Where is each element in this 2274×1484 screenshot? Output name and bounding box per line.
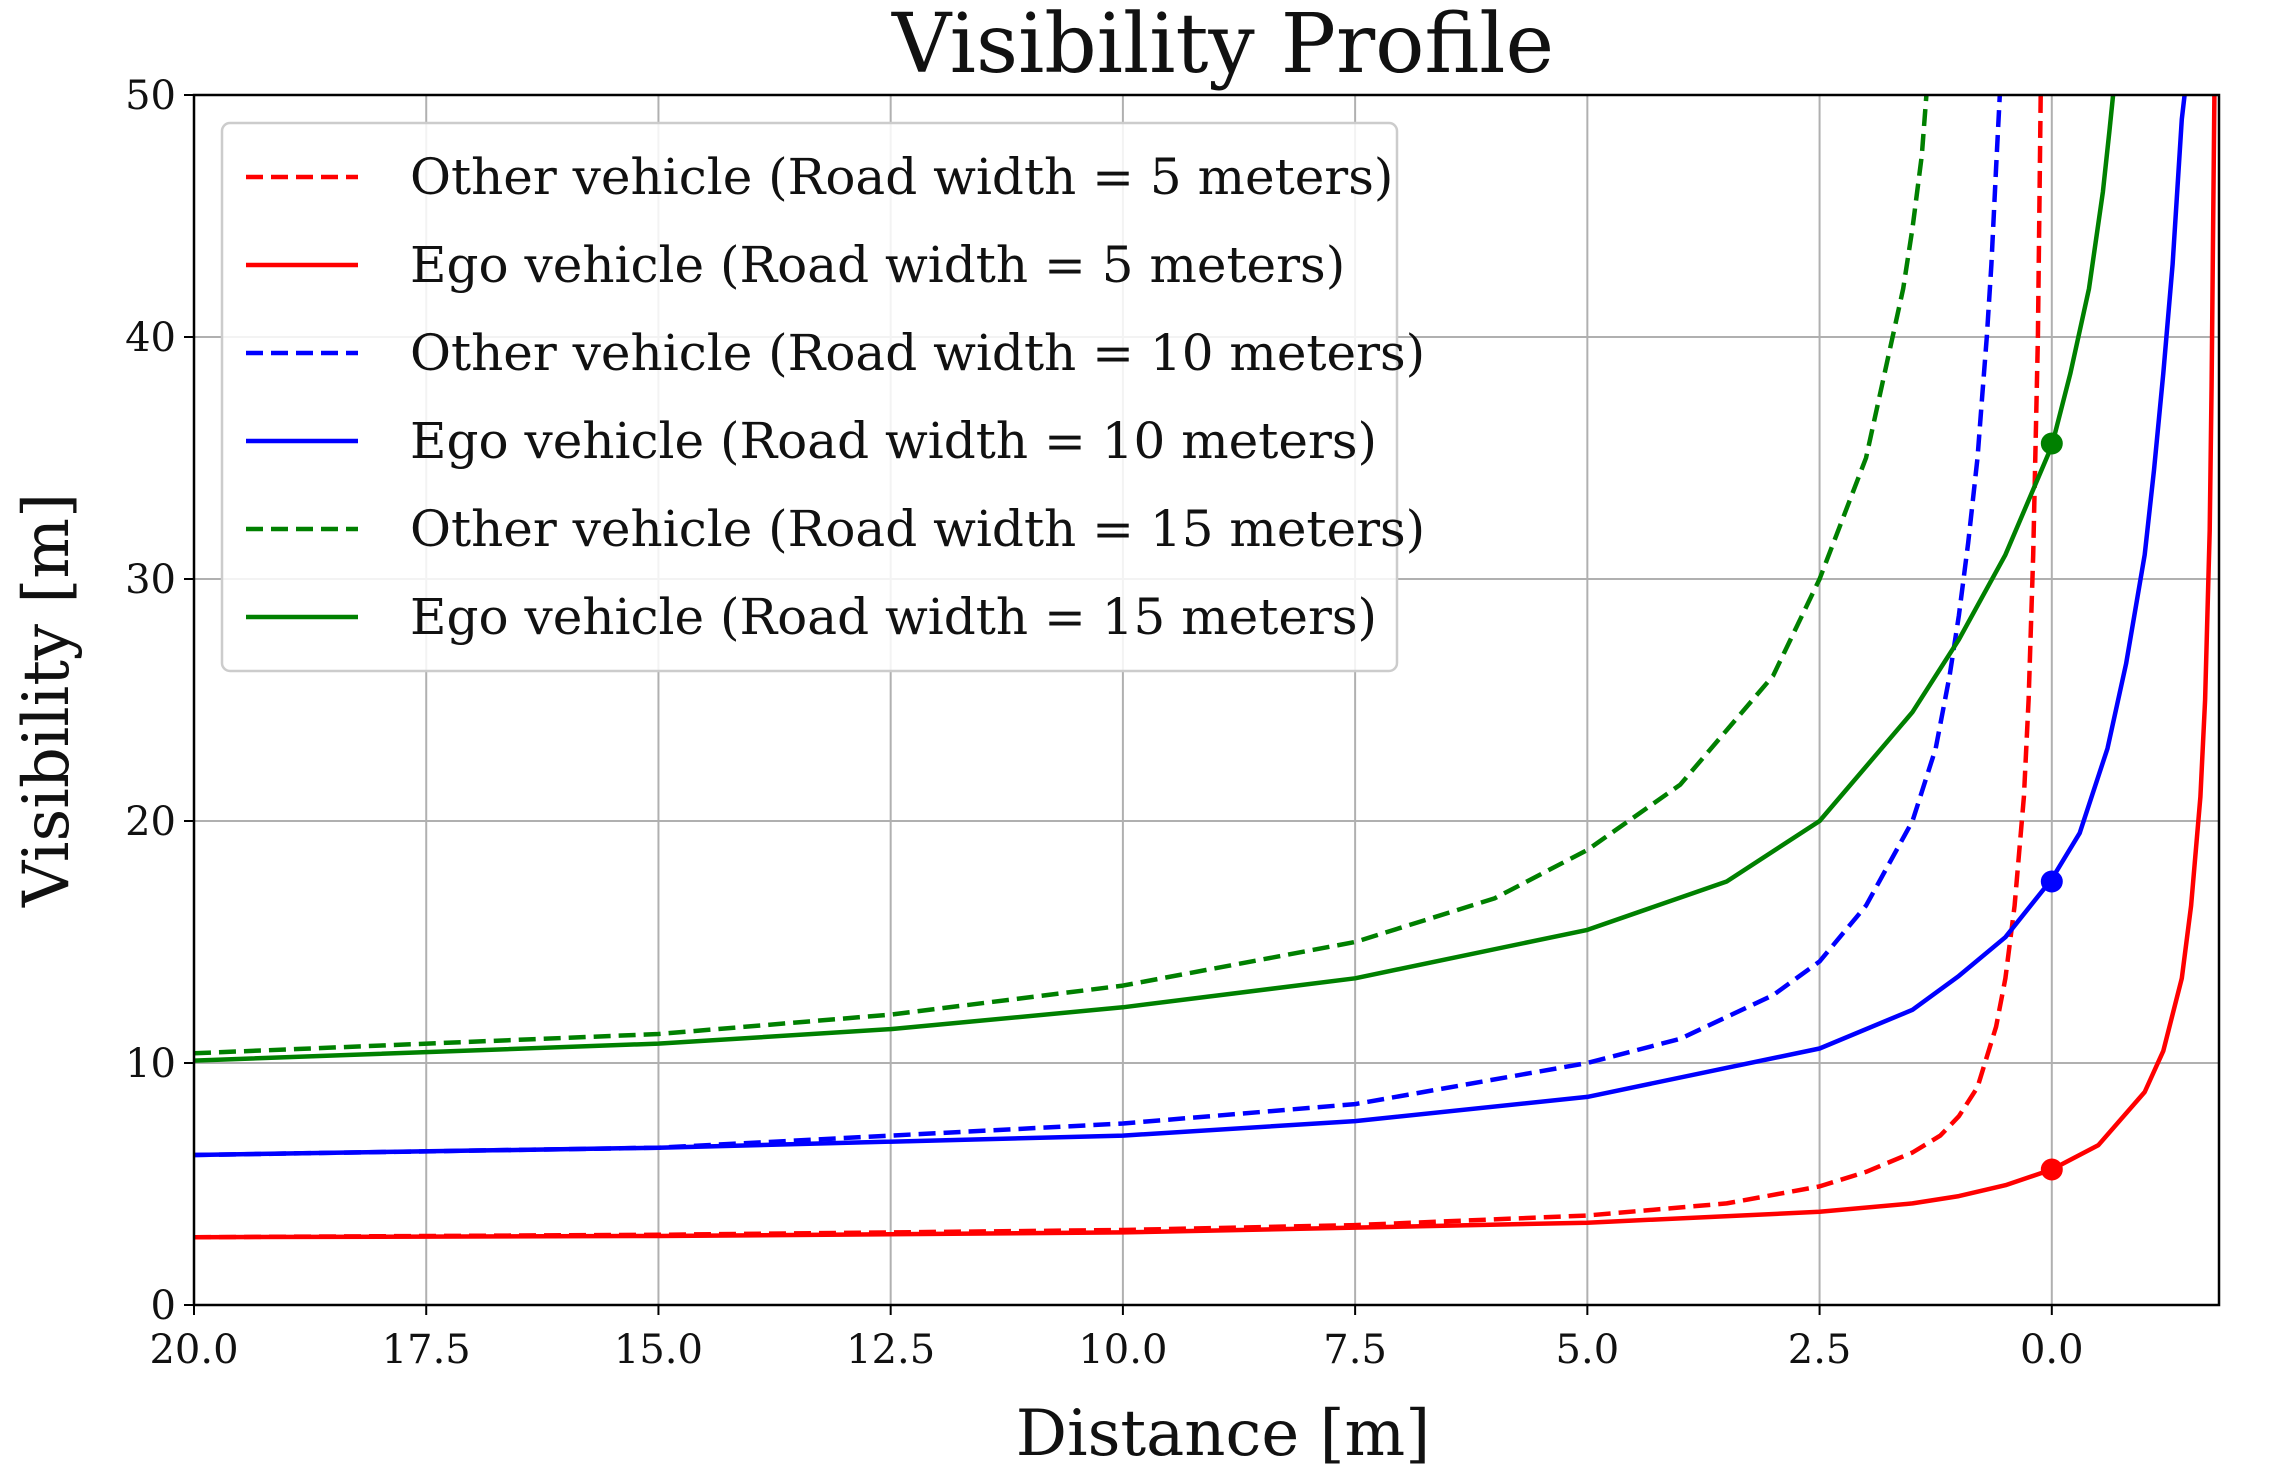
y-tick-label: 30	[125, 557, 176, 603]
legend-label: Other vehicle (Road width = 5 meters)	[410, 148, 1393, 206]
x-tick-label: 0.0	[2020, 1327, 2084, 1373]
red-marker	[2040, 1158, 2063, 1181]
x-tick-label: 20.0	[149, 1327, 238, 1373]
legend-label: Ego vehicle (Road width = 10 meters)	[410, 412, 1377, 470]
ticks: 20.0 17.5 15.0 12.5 10.0 7.5 5.0 2.5 0.0 0 10 20 30 4…	[125, 73, 2084, 1373]
marker-layer	[2040, 432, 2063, 1181]
series-line-other-vehicle-road-width-15-meters	[194, 95, 1929, 1056]
y-tick-label: 20	[125, 799, 176, 845]
chart-title: Visibility Profile	[891, 0, 1554, 92]
series-line-ego-vehicle-road-width-15-meters	[194, 95, 2116, 1063]
legend-label: Ego vehicle (Road width = 5 meters)	[410, 236, 1345, 294]
y-axis-label: Visibility [m]	[10, 493, 84, 908]
x-tick-label: 5.0	[1556, 1327, 1620, 1373]
legend-label: Other vehicle (Road width = 10 meters)	[410, 324, 1425, 382]
legend-label: Other vehicle (Road width = 15 meters)	[410, 500, 1425, 558]
plot-frame	[192, 93, 2221, 1307]
x-tick-label: 12.5	[846, 1327, 935, 1373]
series-line-ego-vehicle-road-width-10-meters	[194, 95, 2187, 1158]
legend-box	[220, 121, 1399, 673]
x-tick-label: 2.5	[1788, 1327, 1852, 1373]
y-tick-label: 0	[151, 1283, 176, 1329]
x-tick-label: 17.5	[382, 1327, 471, 1373]
x-tick-label: 15.0	[614, 1327, 703, 1373]
green-marker	[2040, 432, 2063, 455]
y-tick-label: 10	[125, 1041, 176, 1087]
x-tick-label: 10.0	[1078, 1327, 1167, 1373]
blue-marker	[2040, 870, 2063, 893]
series-layer	[194, 95, 2217, 1240]
x-axis-label: Distance [m]	[1016, 1397, 1430, 1471]
y-tick-label: 40	[125, 315, 176, 361]
legend-label: Ego vehicle (Road width = 15 meters)	[410, 588, 1377, 646]
x-tick-label: 7.5	[1323, 1327, 1387, 1373]
series-line-ego-vehicle-road-width-5-meters	[194, 95, 2217, 1240]
y-tick-label: 50	[125, 73, 176, 119]
series-line-other-vehicle-road-width-10-meters	[194, 95, 2003, 1158]
legend: Other vehicle (Road width = 5 meters) Ego…	[220, 121, 1425, 673]
